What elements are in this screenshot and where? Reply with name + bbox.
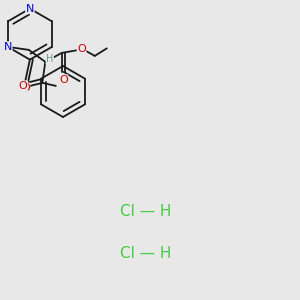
Text: N: N [4,42,12,52]
Text: O: O [59,75,68,85]
Text: Cl — H: Cl — H [120,246,171,261]
Text: N: N [26,4,34,14]
Text: O: O [21,83,30,93]
Text: O: O [18,81,27,91]
Text: H: H [46,54,53,64]
Text: O: O [77,44,86,54]
Text: Cl — H: Cl — H [120,204,171,219]
